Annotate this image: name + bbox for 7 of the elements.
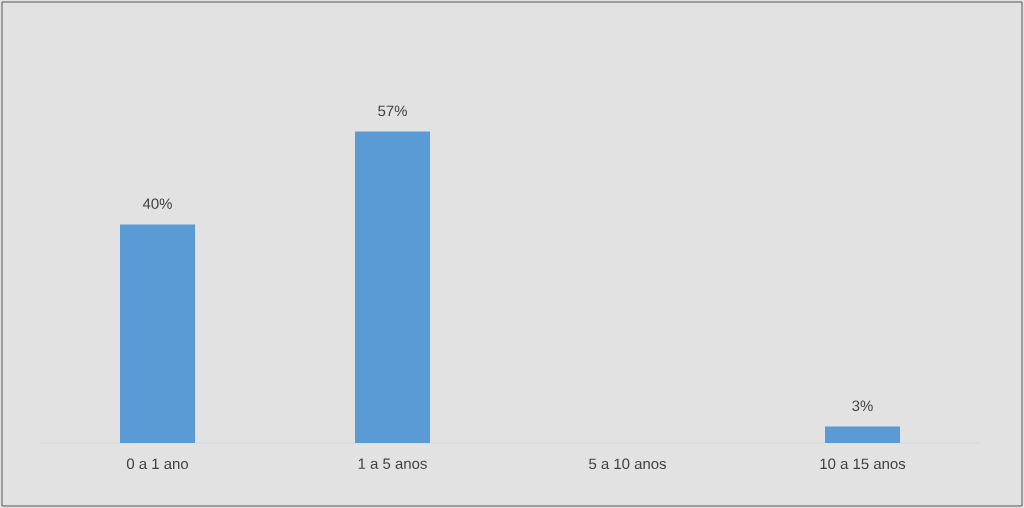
data-label: 40% [142,198,172,209]
data-label: 57% [378,105,407,117]
data-label: 3% [852,400,873,412]
x-tick-label: 0 a 1 ano [126,458,189,470]
x-tick-label: 5 a 10 anos [589,458,666,470]
x-tick-label: 1 a 5 anos [358,458,427,469]
x-tick-label: 10 a 15 anos [820,458,906,470]
